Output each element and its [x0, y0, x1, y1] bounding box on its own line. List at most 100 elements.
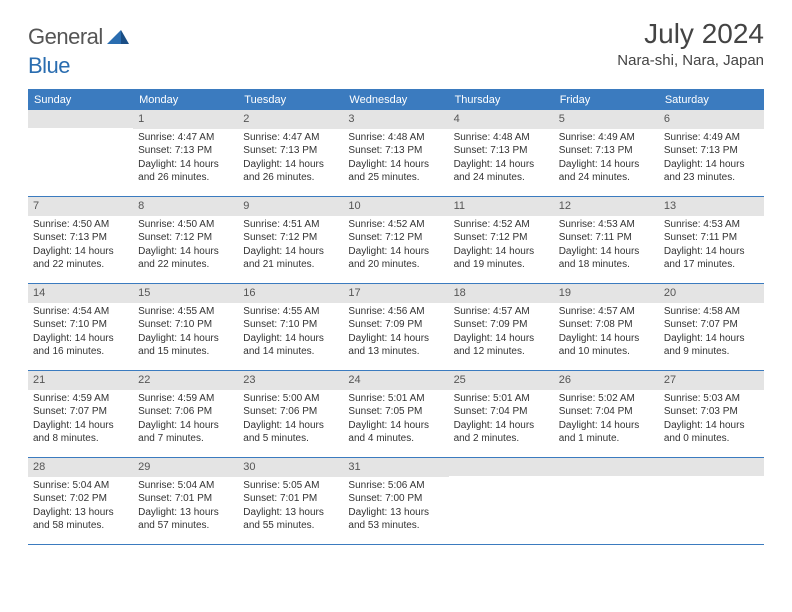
- daylight-text-1: Daylight: 14 hours: [664, 332, 759, 346]
- daylight-text-2: and 10 minutes.: [559, 345, 654, 359]
- day-number: 26: [554, 371, 659, 390]
- sunset-text: Sunset: 7:11 PM: [559, 231, 654, 245]
- sunset-text: Sunset: 7:13 PM: [664, 144, 759, 158]
- day-number: 22: [133, 371, 238, 390]
- daylight-text-1: Daylight: 13 hours: [348, 506, 443, 520]
- sunset-text: Sunset: 7:13 PM: [454, 144, 549, 158]
- dow-cell: Wednesday: [343, 90, 448, 110]
- daylight-text-2: and 24 minutes.: [454, 171, 549, 185]
- day-cell: 27Sunrise: 5:03 AMSunset: 7:03 PMDayligh…: [659, 371, 764, 457]
- day-cell: 22Sunrise: 4:59 AMSunset: 7:06 PMDayligh…: [133, 371, 238, 457]
- daylight-text-2: and 18 minutes.: [559, 258, 654, 272]
- daylight-text-2: and 58 minutes.: [33, 519, 128, 533]
- daylight-text-2: and 25 minutes.: [348, 171, 443, 185]
- daylight-text-2: and 19 minutes.: [454, 258, 549, 272]
- daylight-text-2: and 15 minutes.: [138, 345, 233, 359]
- location: Nara-shi, Nara, Japan: [617, 52, 764, 69]
- day-number: 4: [449, 110, 554, 129]
- day-cell: 1Sunrise: 4:47 AMSunset: 7:13 PMDaylight…: [133, 110, 238, 196]
- daylight-text-2: and 55 minutes.: [243, 519, 338, 533]
- daylight-text-2: and 12 minutes.: [454, 345, 549, 359]
- day-cell: 6Sunrise: 4:49 AMSunset: 7:13 PMDaylight…: [659, 110, 764, 196]
- day-cell: 11Sunrise: 4:52 AMSunset: 7:12 PMDayligh…: [449, 197, 554, 283]
- day-number: 13: [659, 197, 764, 216]
- daylight-text-2: and 57 minutes.: [138, 519, 233, 533]
- week-row: 1Sunrise: 4:47 AMSunset: 7:13 PMDaylight…: [28, 110, 764, 197]
- sunrise-text: Sunrise: 4:48 AM: [348, 131, 443, 145]
- day-cell: 10Sunrise: 4:52 AMSunset: 7:12 PMDayligh…: [343, 197, 448, 283]
- sunset-text: Sunset: 7:12 PM: [348, 231, 443, 245]
- daylight-text-2: and 26 minutes.: [138, 171, 233, 185]
- day-cell: 13Sunrise: 4:53 AMSunset: 7:11 PMDayligh…: [659, 197, 764, 283]
- logo: General: [28, 18, 131, 50]
- logo-text-blue: Blue: [28, 53, 70, 79]
- sunrise-text: Sunrise: 5:01 AM: [348, 392, 443, 406]
- calendar-page: General July 2024 Nara-shi, Nara, Japan …: [0, 0, 792, 545]
- sunrise-text: Sunrise: 4:52 AM: [454, 218, 549, 232]
- daylight-text-2: and 5 minutes.: [243, 432, 338, 446]
- day-number: 17: [343, 284, 448, 303]
- daylight-text-2: and 53 minutes.: [348, 519, 443, 533]
- week-row: 28Sunrise: 5:04 AMSunset: 7:02 PMDayligh…: [28, 458, 764, 545]
- daylight-text-1: Daylight: 14 hours: [243, 158, 338, 172]
- sunrise-text: Sunrise: 4:49 AM: [559, 131, 654, 145]
- week-row: 14Sunrise: 4:54 AMSunset: 7:10 PMDayligh…: [28, 284, 764, 371]
- day-cell: 14Sunrise: 4:54 AMSunset: 7:10 PMDayligh…: [28, 284, 133, 370]
- week-row: 7Sunrise: 4:50 AMSunset: 7:13 PMDaylight…: [28, 197, 764, 284]
- day-cell: 28Sunrise: 5:04 AMSunset: 7:02 PMDayligh…: [28, 458, 133, 544]
- title-block: July 2024 Nara-shi, Nara, Japan: [617, 18, 764, 69]
- day-cell: [449, 458, 554, 544]
- sunrise-text: Sunrise: 4:47 AM: [138, 131, 233, 145]
- day-cell: 25Sunrise: 5:01 AMSunset: 7:04 PMDayligh…: [449, 371, 554, 457]
- day-cell: 4Sunrise: 4:48 AMSunset: 7:13 PMDaylight…: [449, 110, 554, 196]
- sunset-text: Sunset: 7:07 PM: [664, 318, 759, 332]
- logo-text-general: General: [28, 24, 103, 50]
- day-number: 28: [28, 458, 133, 477]
- day-number: 5: [554, 110, 659, 129]
- sunset-text: Sunset: 7:12 PM: [138, 231, 233, 245]
- day-number: 29: [133, 458, 238, 477]
- sunset-text: Sunset: 7:11 PM: [664, 231, 759, 245]
- day-cell: 2Sunrise: 4:47 AMSunset: 7:13 PMDaylight…: [238, 110, 343, 196]
- day-cell: 31Sunrise: 5:06 AMSunset: 7:00 PMDayligh…: [343, 458, 448, 544]
- day-number: 15: [133, 284, 238, 303]
- daylight-text-2: and 16 minutes.: [33, 345, 128, 359]
- day-cell: [554, 458, 659, 544]
- sunrise-text: Sunrise: 5:02 AM: [559, 392, 654, 406]
- sunrise-text: Sunrise: 5:01 AM: [454, 392, 549, 406]
- day-number: 7: [28, 197, 133, 216]
- sunset-text: Sunset: 7:12 PM: [454, 231, 549, 245]
- daylight-text-1: Daylight: 14 hours: [33, 245, 128, 259]
- daylight-text-1: Daylight: 14 hours: [454, 419, 549, 433]
- sunrise-text: Sunrise: 4:58 AM: [664, 305, 759, 319]
- sunrise-text: Sunrise: 4:50 AM: [138, 218, 233, 232]
- daylight-text-1: Daylight: 14 hours: [664, 245, 759, 259]
- sunset-text: Sunset: 7:04 PM: [454, 405, 549, 419]
- daylight-text-1: Daylight: 14 hours: [243, 245, 338, 259]
- sunrise-text: Sunrise: 4:55 AM: [243, 305, 338, 319]
- day-cell: 20 Sunrise: 4:58 AMSunset: 7:07 PMDayligh…: [659, 284, 764, 370]
- sunset-text: Sunset: 7:12 PM: [243, 231, 338, 245]
- day-cell: [28, 110, 133, 196]
- day-number: 11: [449, 197, 554, 216]
- day-number: 12: [554, 197, 659, 216]
- sunset-text: Sunset: 7:01 PM: [138, 492, 233, 506]
- sunset-text: Sunset: 7:09 PM: [348, 318, 443, 332]
- sunset-text: Sunset: 7:04 PM: [559, 405, 654, 419]
- daylight-text-2: and 22 minutes.: [138, 258, 233, 272]
- daylight-text-2: and 2 minutes.: [454, 432, 549, 446]
- day-cell: 21Sunrise: 4:59 AMSunset: 7:07 PMDayligh…: [28, 371, 133, 457]
- sunrise-text: Sunrise: 5:05 AM: [243, 479, 338, 493]
- day-number: 23: [238, 371, 343, 390]
- day-number: 2: [238, 110, 343, 129]
- sunrise-text: Sunrise: 5:04 AM: [138, 479, 233, 493]
- day-number: 8: [133, 197, 238, 216]
- day-number: 9: [238, 197, 343, 216]
- daylight-text-1: Daylight: 14 hours: [138, 332, 233, 346]
- daylight-text-2: and 4 minutes.: [348, 432, 443, 446]
- sunset-text: Sunset: 7:03 PM: [664, 405, 759, 419]
- day-cell: 9Sunrise: 4:51 AMSunset: 7:12 PMDaylight…: [238, 197, 343, 283]
- day-number: 20: [659, 284, 764, 303]
- sunrise-text: Sunrise: 4:57 AM: [559, 305, 654, 319]
- sunrise-text: Sunrise: 4:50 AM: [33, 218, 128, 232]
